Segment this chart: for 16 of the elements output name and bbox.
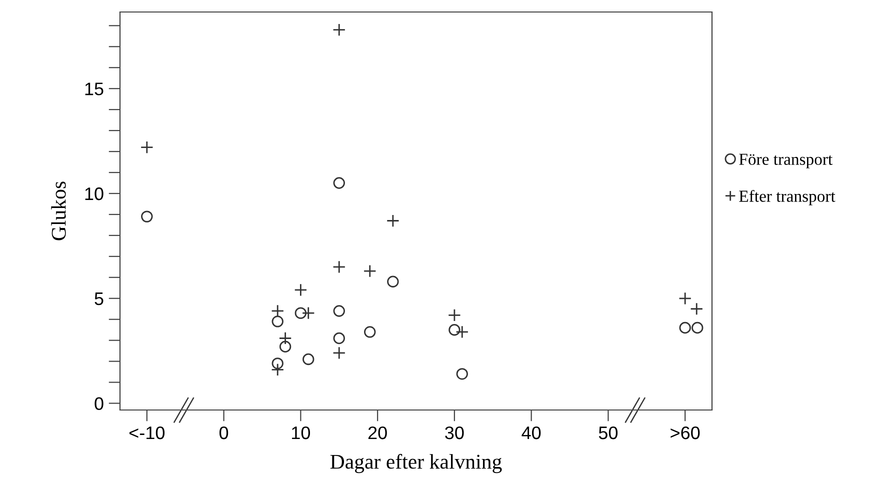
legend-label: Före transport [739,154,833,168]
y-axis-title: Glukos [51,182,66,240]
x-tick-label: 20 [368,426,387,440]
x-tick-label: <-10 [129,426,165,440]
x-tick-label: 50 [598,426,618,440]
y-tick-label: 0 [94,397,104,410]
y-tick-label: 10 [85,187,104,200]
y-tick-label: 15 [85,82,104,96]
legend-label: Efter transport [739,190,836,206]
y-tick-label: 5 [94,292,104,306]
x-tick-label: 40 [522,426,541,440]
x-tick-label: 10 [292,426,310,440]
x-tick-label: >60 [670,426,700,440]
x-tick-label: 30 [445,426,464,440]
x-tick-label: 0 [219,426,228,440]
x-axis-title: Dagar efter kalvning [330,454,502,474]
